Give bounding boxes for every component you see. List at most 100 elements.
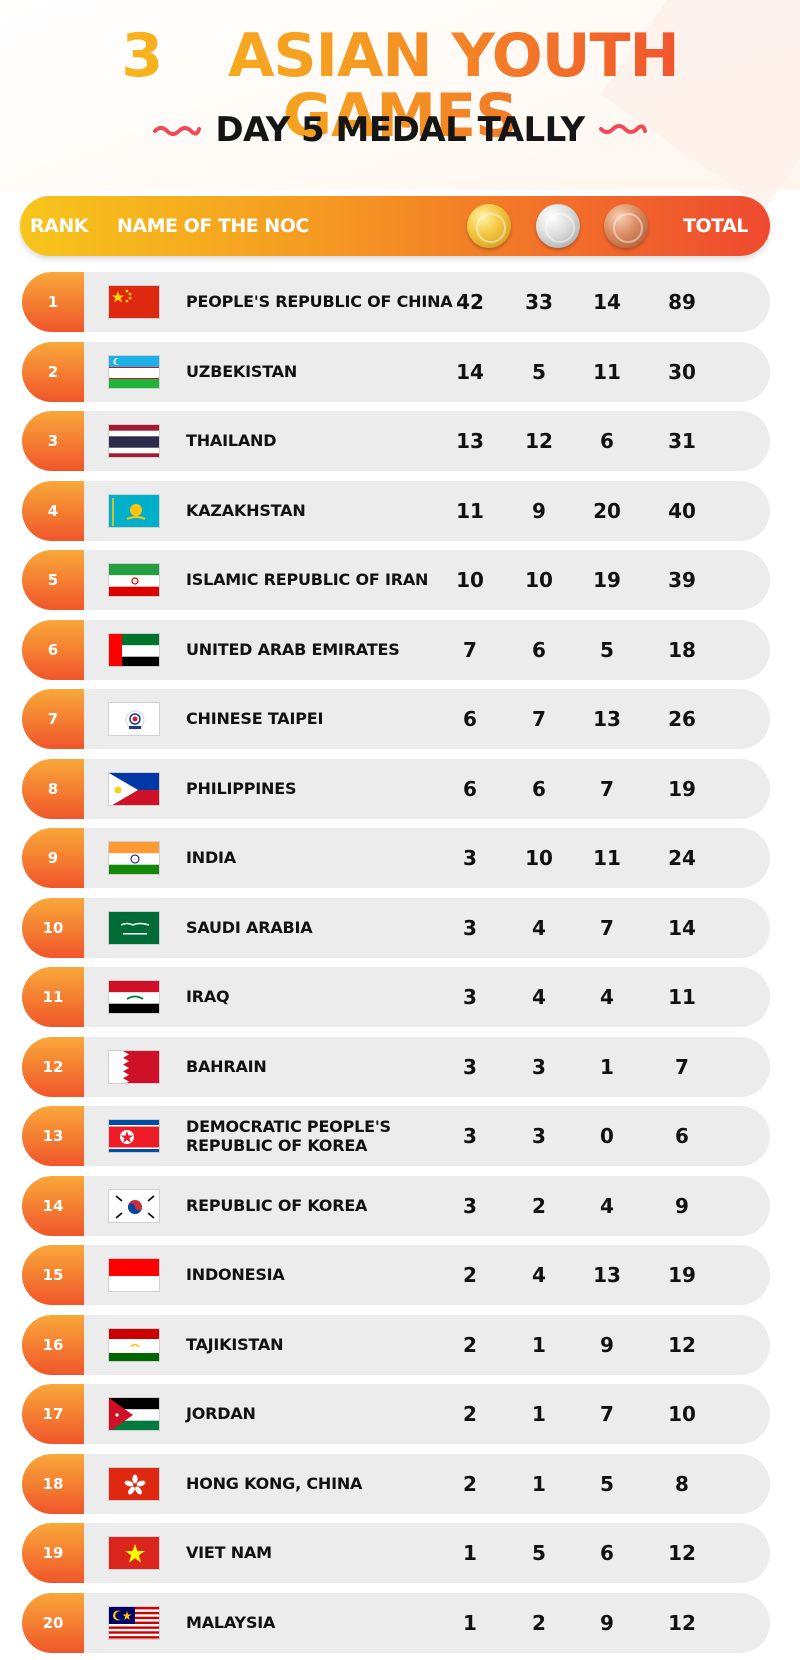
noc-name: TAJIKISTAN bbox=[186, 1334, 284, 1354]
noc-name: HONG KONG, CHINA bbox=[186, 1473, 363, 1493]
table-row: 3 THAILAND 13 12 6 31 bbox=[0, 409, 800, 479]
bronze-medal-icon bbox=[604, 204, 648, 248]
silver-count: 9 bbox=[532, 498, 546, 523]
bronze-count: 6 bbox=[600, 1541, 614, 1565]
total-count: 11 bbox=[668, 985, 696, 1009]
gold-count: 10 bbox=[456, 568, 484, 592]
bahrain-flag-icon bbox=[108, 1049, 160, 1084]
noc-name: ISLAMIC REPUBLIC OF IRAN bbox=[186, 570, 429, 590]
silver-count: 12 bbox=[525, 429, 553, 453]
header-total: TOTAL bbox=[683, 215, 748, 237]
table-row: 2 UZBEKISTAN 14 5 11 30 bbox=[0, 340, 800, 410]
saudi-arabia-flag-icon bbox=[108, 910, 160, 945]
rank-number: 20 bbox=[42, 1613, 64, 1632]
silver-count: 10 bbox=[525, 846, 553, 870]
table-row: 4 KAZAKHSTAN 11 9 20 40 bbox=[0, 479, 800, 549]
rank-tab bbox=[22, 1384, 84, 1444]
gold-count: 1 bbox=[463, 1610, 477, 1635]
silver-count: 2 bbox=[532, 1610, 546, 1635]
table-row: 11 IRAQ 3 4 4 11 bbox=[0, 965, 800, 1035]
jordan-flag-icon bbox=[108, 1397, 160, 1431]
rank-tab bbox=[22, 341, 84, 402]
noc-name: MALAYSIA bbox=[186, 1612, 276, 1632]
rank-number: 4 bbox=[47, 501, 59, 520]
bronze-count: 5 bbox=[600, 1471, 614, 1496]
rank-tab bbox=[22, 550, 84, 610]
bronze-count: 11 bbox=[593, 846, 621, 870]
squiggle-right-icon bbox=[598, 124, 647, 134]
silver-count: 1 bbox=[532, 1471, 546, 1496]
silver-count: 4 bbox=[532, 985, 546, 1009]
china-flag-icon bbox=[108, 285, 160, 319]
table-row: 9 INDIA 3 10 11 24 bbox=[0, 826, 800, 896]
gold-count: 14 bbox=[456, 359, 484, 384]
rank-tab bbox=[22, 897, 84, 958]
total-count: 8 bbox=[675, 1471, 689, 1496]
total-count: 12 bbox=[668, 1332, 696, 1357]
gold-count: 1 bbox=[463, 1541, 477, 1565]
rank-number: 15 bbox=[42, 1266, 64, 1284]
bronze-count: 9 bbox=[600, 1610, 614, 1635]
page-subtitle: DAY 5 MEDAL TALLY bbox=[215, 110, 585, 150]
kazakhstan-flag-icon bbox=[108, 493, 160, 528]
noc-name: UZBEKISTAN bbox=[186, 361, 298, 381]
total-count: 31 bbox=[668, 429, 696, 453]
medal-table: 1 PEOPLE'S REPUBLIC OF CHINA 42 33 14 89 2 UZBE… bbox=[0, 270, 800, 1660]
rank-number: 7 bbox=[47, 710, 59, 728]
rank-number: 1 bbox=[47, 293, 59, 311]
gold-count: 11 bbox=[456, 498, 484, 523]
table-row: 8 PHILIPPINES 6 6 7 19 bbox=[0, 757, 800, 827]
noc-name: PHILIPPINES bbox=[186, 778, 297, 798]
bronze-count: 5 bbox=[600, 637, 614, 662]
silver-count: 33 bbox=[525, 290, 553, 314]
rank-tab bbox=[22, 619, 84, 680]
noc-name: DEMOCRATIC PEOPLE'S REPUBLIC OF KOREA bbox=[186, 1116, 391, 1155]
total-count: 89 bbox=[668, 290, 696, 314]
table-row: 17 JORDAN 2 1 7 10 bbox=[0, 1382, 800, 1452]
bronze-count: 7 bbox=[600, 776, 614, 801]
silver-count: 3 bbox=[532, 1054, 546, 1079]
gold-count: 3 bbox=[463, 1193, 477, 1218]
header-rank: RANK bbox=[30, 215, 88, 237]
thailand-flag-icon bbox=[108, 424, 160, 458]
noc-name: VIET NAM bbox=[186, 1543, 272, 1563]
header-name: NAME OF THE NOC bbox=[117, 215, 309, 237]
bronze-count: 19 bbox=[593, 568, 621, 592]
rank-number: 5 bbox=[47, 571, 59, 589]
gold-count: 2 bbox=[463, 1471, 477, 1496]
noc-name: REPUBLIC OF KOREA bbox=[186, 1195, 368, 1215]
silver-medal-icon bbox=[536, 204, 580, 248]
gold-medal-icon bbox=[467, 204, 511, 248]
rank-number: 9 bbox=[47, 849, 59, 867]
silver-count: 5 bbox=[532, 1541, 546, 1565]
rank-number: 16 bbox=[42, 1335, 64, 1354]
gold-count: 3 bbox=[463, 915, 477, 940]
bronze-count: 11 bbox=[593, 359, 621, 384]
total-count: 6 bbox=[675, 1124, 689, 1148]
noc-name: CHINESE TAIPEI bbox=[186, 709, 324, 729]
rank-tab bbox=[22, 411, 84, 471]
total-count: 12 bbox=[668, 1541, 696, 1565]
noc-name: KAZAKHSTAN bbox=[186, 500, 306, 520]
noc-name: INDONESIA bbox=[186, 1265, 285, 1285]
bronze-count: 13 bbox=[593, 1263, 621, 1287]
rank-number: 8 bbox=[47, 779, 59, 798]
rank-tab bbox=[22, 1175, 84, 1236]
table-row: 1 PEOPLE'S REPUBLIC OF CHINA 42 33 14 89 bbox=[0, 270, 800, 340]
silver-count: 7 bbox=[532, 707, 546, 731]
rank-tab bbox=[22, 758, 84, 819]
chinese-taipei-flag-icon bbox=[108, 702, 160, 736]
rank-tab bbox=[22, 967, 84, 1027]
table-row: 15 INDONESIA 2 4 13 19 bbox=[0, 1243, 800, 1313]
gold-count: 3 bbox=[463, 1124, 477, 1148]
table-row: 7 CHINESE TAIPEI 6 7 13 26 bbox=[0, 687, 800, 757]
rank-tab bbox=[22, 689, 84, 749]
total-count: 18 bbox=[668, 637, 696, 662]
rank-number: 6 bbox=[47, 640, 59, 659]
gold-count: 13 bbox=[456, 429, 484, 453]
noc-name: IRAQ bbox=[186, 987, 230, 1007]
bronze-count: 20 bbox=[593, 498, 621, 523]
gold-count: 3 bbox=[463, 1054, 477, 1079]
rank-number: 17 bbox=[42, 1405, 64, 1423]
uae-flag-icon bbox=[108, 632, 160, 667]
